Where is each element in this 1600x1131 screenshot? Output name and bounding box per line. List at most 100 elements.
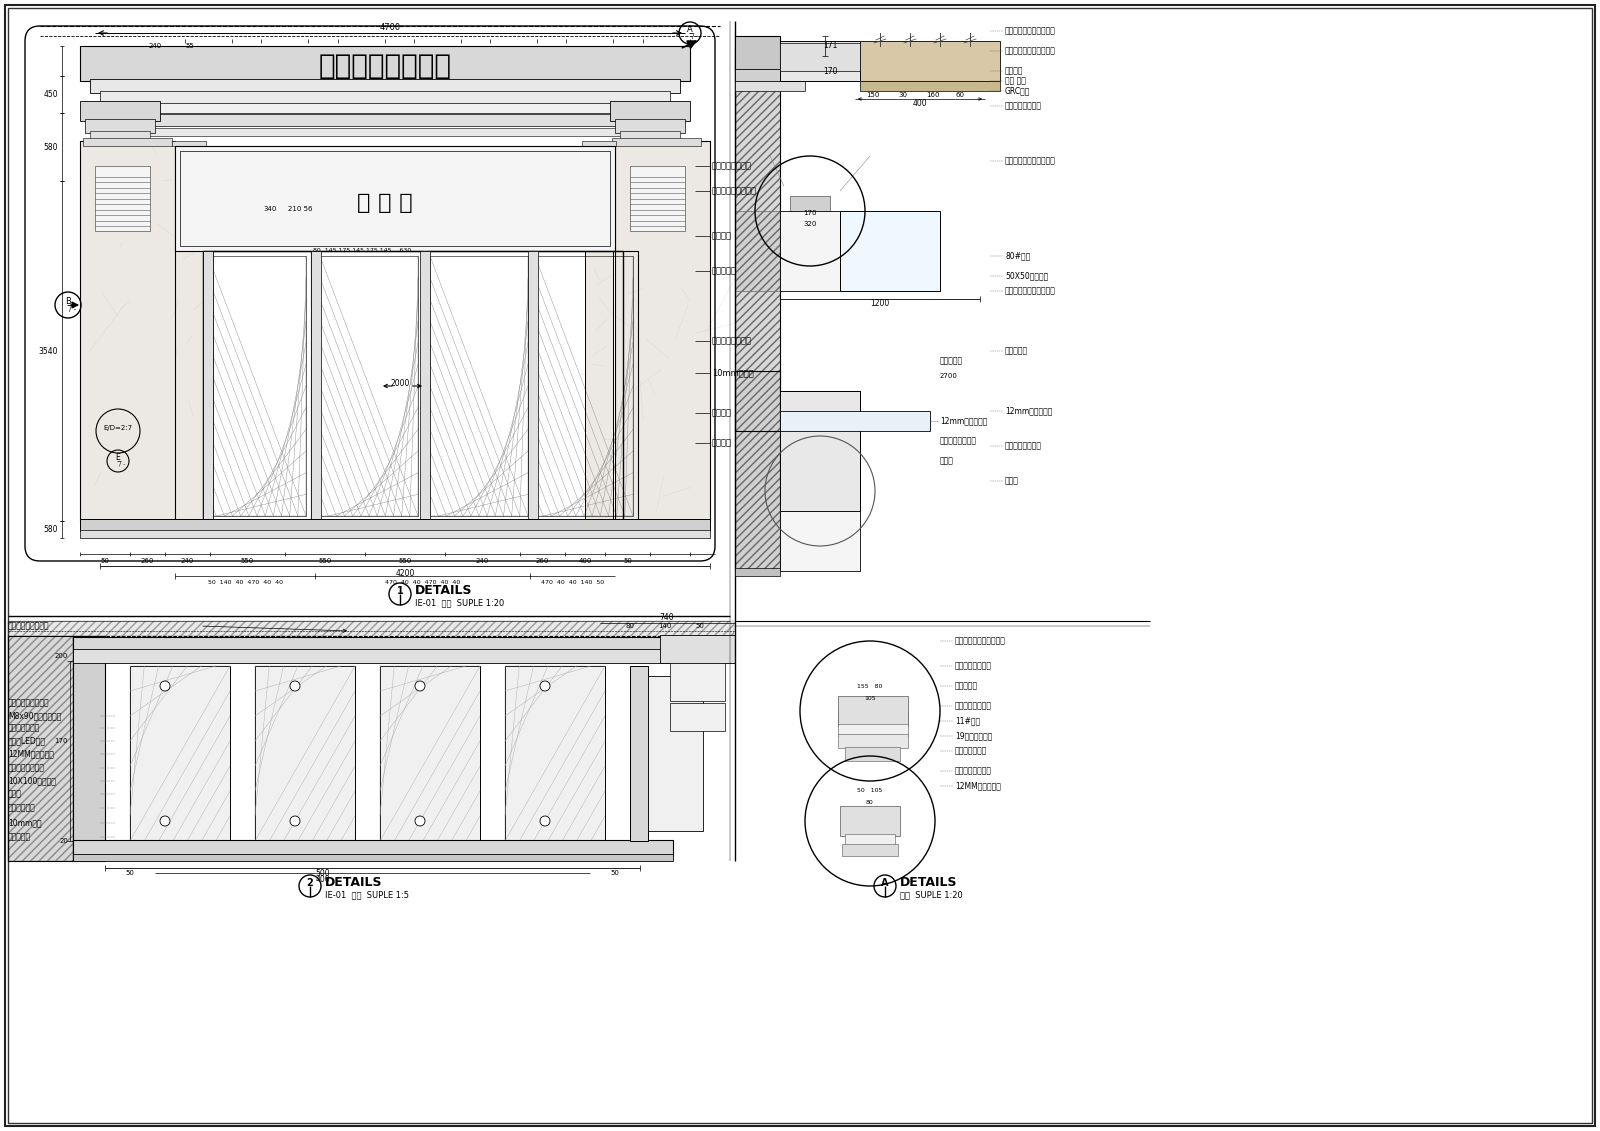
Text: 60: 60 (955, 92, 965, 98)
Text: B: B (66, 297, 70, 307)
Bar (203, 251, 310, 521)
Bar (315, 251, 422, 521)
Text: A: A (686, 26, 693, 35)
Text: 定制发光字: 定制发光字 (1005, 346, 1029, 355)
Bar (861, 41, 1000, 81)
Text: 550: 550 (318, 558, 331, 564)
Bar (179, 152, 610, 247)
Text: 160: 160 (926, 92, 939, 98)
Text: 240: 240 (475, 558, 490, 564)
Text: 170: 170 (803, 210, 816, 216)
Circle shape (541, 815, 550, 826)
Bar (734, 371, 781, 571)
Text: 80: 80 (626, 623, 635, 629)
Bar (381, 666, 480, 841)
Bar (734, 81, 805, 90)
Text: 浅兴费氟碳漆涂面: 浅兴费氟碳漆涂面 (1005, 102, 1042, 111)
Text: 400: 400 (315, 874, 330, 883)
Bar (74, 854, 674, 861)
Bar (430, 256, 528, 516)
Bar (781, 211, 840, 291)
Text: DETAILS: DETAILS (325, 877, 382, 889)
Text: 美 容 科: 美 容 科 (357, 193, 413, 213)
Text: 声充胶，泡漯棒: 声充胶，泡漯棒 (8, 724, 40, 733)
Bar (781, 411, 930, 431)
Bar (174, 146, 614, 251)
Bar (614, 119, 685, 133)
Bar (74, 840, 674, 856)
Text: 10mm厚玻璃: 10mm厚玻璃 (712, 369, 754, 378)
Bar (80, 530, 710, 538)
Bar (781, 511, 861, 571)
Text: 三面层浅兴费氟碳漆涂面: 三面层浅兴费氟碳漆涂面 (1005, 46, 1056, 55)
Bar (94, 166, 150, 231)
Bar (8, 636, 74, 861)
Bar (80, 46, 690, 81)
Text: 古铜色不锈锤门框: 古铜色不锈锤门框 (941, 437, 978, 446)
Text: 50: 50 (696, 623, 704, 629)
Bar (630, 666, 648, 841)
Bar (208, 256, 306, 516)
Bar (528, 251, 538, 521)
Text: IE-01  大样  SUPLE 1:5: IE-01 大样 SUPLE 1:5 (325, 890, 410, 899)
Text: 550: 550 (398, 558, 411, 564)
Text: 定制发光字: 定制发光字 (955, 682, 978, 691)
Text: IE-01  小吃  SUPLE 1:20: IE-01 小吃 SUPLE 1:20 (414, 598, 504, 607)
Text: 三面层浅兴费氟碳漆涂面: 三面层浅兴费氟碳漆涂面 (1005, 156, 1056, 165)
Text: 11#槽锂: 11#槽锂 (955, 717, 981, 725)
Text: 上海市皮肖病医院: 上海市皮肖病医院 (318, 52, 451, 80)
Circle shape (290, 681, 301, 691)
Text: / -: / - (69, 307, 77, 312)
Bar (110, 128, 661, 136)
Text: 470  40  40  470  40  40: 470 40 40 470 40 40 (386, 580, 461, 586)
Bar (203, 251, 213, 521)
Text: 150: 150 (866, 92, 880, 98)
Text: 50: 50 (101, 558, 109, 564)
Text: M8x90全罗张锦螺索: M8x90全罗张锦螺索 (8, 711, 61, 720)
Text: 2000: 2000 (390, 379, 410, 388)
Bar (74, 636, 106, 861)
Bar (203, 251, 622, 521)
Bar (80, 101, 160, 121)
Text: 155   80: 155 80 (858, 683, 883, 689)
Bar (621, 131, 680, 143)
Text: 400: 400 (578, 558, 592, 564)
Text: 定制古铜色不锈锤丁: 定制古铜色不锈锤丁 (712, 187, 757, 196)
Bar (734, 69, 795, 81)
Bar (586, 143, 613, 521)
Text: E: E (115, 454, 120, 463)
Text: 19位侃六丁板框: 19位侃六丁板框 (955, 732, 992, 741)
Bar (85, 119, 155, 133)
Bar (781, 41, 861, 81)
Bar (840, 806, 899, 836)
Text: 170: 170 (822, 67, 837, 76)
Text: 20: 20 (59, 838, 67, 844)
Bar (534, 256, 634, 516)
Bar (530, 251, 638, 521)
Text: 50: 50 (611, 870, 619, 877)
Circle shape (290, 815, 301, 826)
Circle shape (541, 681, 550, 691)
Bar (90, 131, 150, 143)
Text: 欧式浮雕: 欧式浮雕 (712, 232, 733, 241)
Text: 10mm厘级: 10mm厘级 (8, 819, 42, 828)
Text: 黑以比超涂装盖板: 黑以比超涂装盖板 (955, 701, 992, 710)
Bar (781, 391, 861, 511)
Text: 虚线表示室内涂抹面: 虚线表示室内涂抹面 (8, 622, 50, 630)
Text: 兴费石材: 兴费石材 (712, 439, 733, 448)
Text: / -: / - (691, 33, 699, 38)
Circle shape (414, 815, 426, 826)
Text: 门锁孔: 门锁孔 (1005, 476, 1019, 485)
Text: 740: 740 (659, 613, 674, 622)
Text: 12mm领固化玻璃: 12mm领固化玻璃 (941, 416, 987, 425)
Text: 50X50镞锌方矩: 50X50镞锌方矩 (1005, 271, 1048, 280)
Bar (80, 519, 710, 530)
Bar (254, 666, 355, 841)
Text: 12MM领固化玻璃: 12MM领固化玻璃 (955, 782, 1002, 791)
Text: 兴费石材一横: 兴费石材一横 (8, 803, 35, 812)
Bar (845, 834, 894, 846)
Text: 105: 105 (864, 696, 875, 700)
Bar (106, 114, 666, 126)
Text: 大样  SUPLE 1:20: 大样 SUPLE 1:20 (899, 890, 963, 899)
Bar (838, 724, 909, 736)
